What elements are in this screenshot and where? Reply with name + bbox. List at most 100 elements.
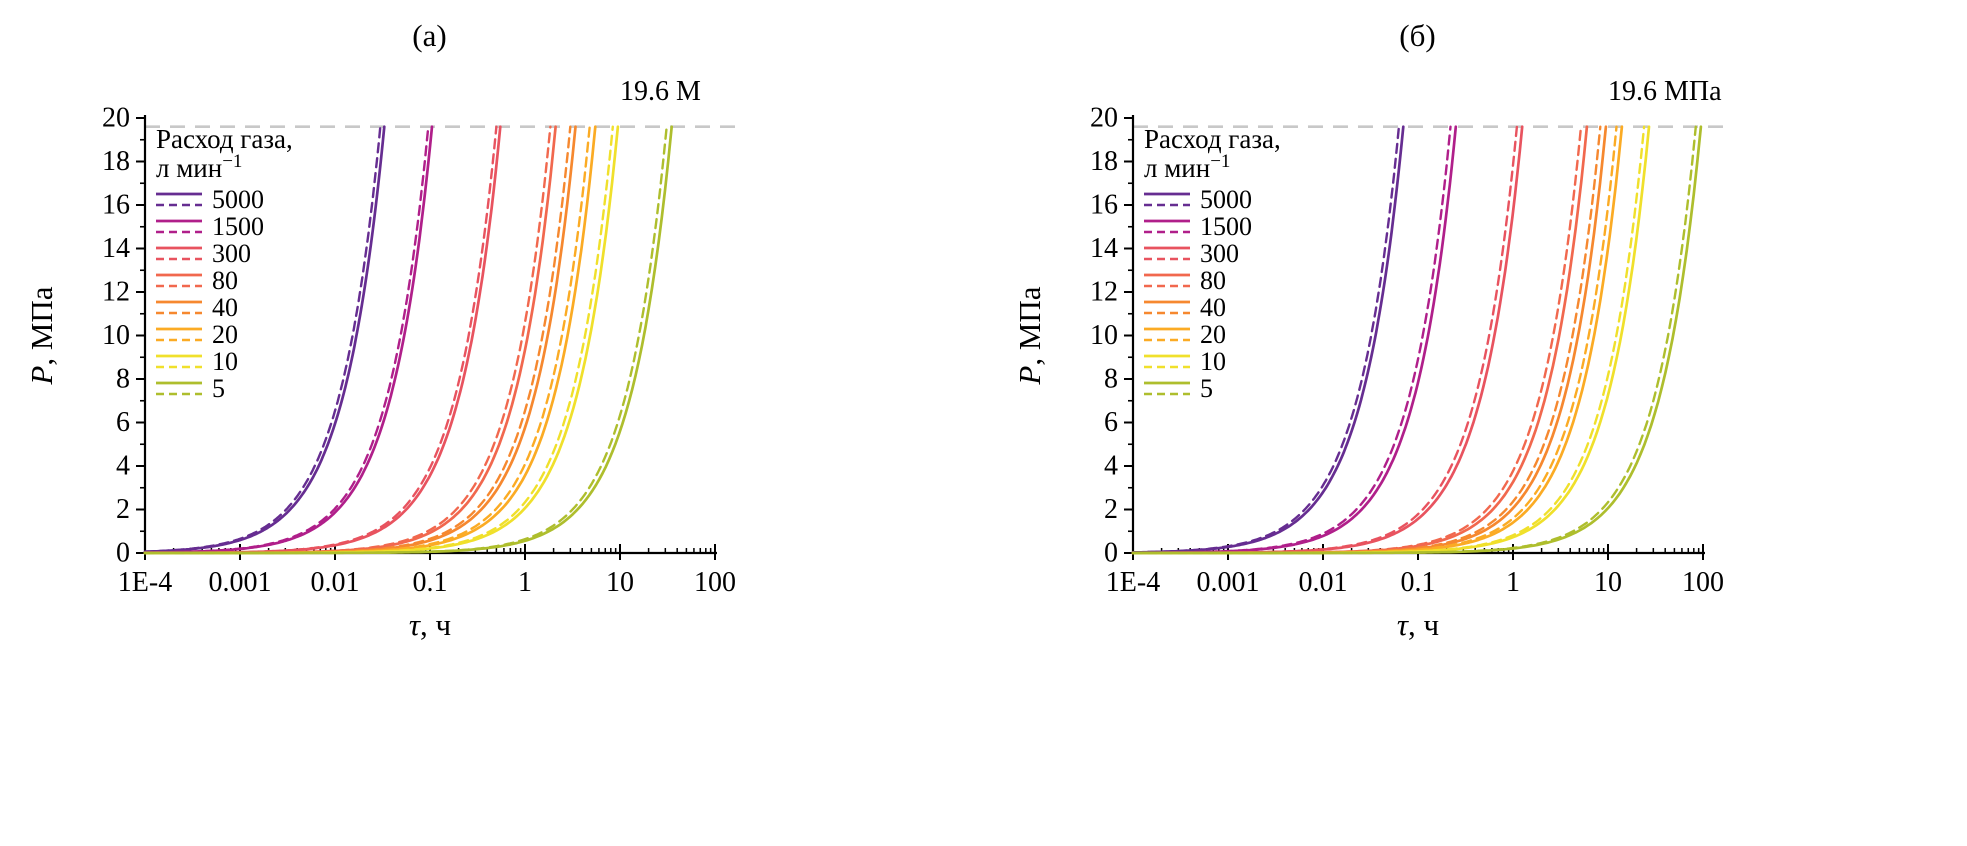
y-tick-label: 16 <box>102 190 130 221</box>
legend-entry-5000: 5000 <box>155 185 264 214</box>
panel-b-title: (б) <box>1399 18 1436 53</box>
legend-label: 5 <box>1200 374 1213 403</box>
legend-label: 10 <box>212 347 238 376</box>
legend-entry-10: 10 <box>1143 347 1226 376</box>
legend-label: 80 <box>1200 266 1226 295</box>
pressure-limit-line: 19.6 МПа <box>1132 76 1728 128</box>
legend-entry-80: 80 <box>155 266 238 295</box>
y-tick-label: 20 <box>1090 103 1118 134</box>
panel-a-plot: 19.6 М 0 2 4 6 8 10 12 14 16 18 20 1E-4 0.001 0.01 0.1 1… <box>24 76 740 642</box>
x-tick-label: 0.01 <box>310 567 359 598</box>
legend-title-line1: Расход газа, <box>1144 124 1281 154</box>
panel-a: (а) 19.6 М 0 2 4 6 8 10 12 14 16 18 20 1E-4 0.001 0.01… <box>10 6 970 656</box>
legend-title-line2: л мин−1 <box>1144 151 1230 183</box>
y-axis-title: P, МПа <box>24 286 59 385</box>
y-tick-label: 6 <box>116 407 130 438</box>
y-tick-label: 2 <box>116 494 130 525</box>
legend-entry-5: 5 <box>1143 374 1213 403</box>
y-tick-label: 10 <box>1090 320 1118 351</box>
legend-entry-5000: 5000 <box>1143 185 1252 214</box>
pressure-limit-label: 19.6 МПа <box>1608 76 1722 107</box>
y-tick-label: 12 <box>102 277 130 308</box>
legend-label: 5000 <box>212 185 264 214</box>
legend-title-line1: Расход газа, <box>156 124 293 154</box>
curve-1500-solid <box>1131 125 1457 555</box>
x-tick-label: 1E-4 <box>1105 567 1159 598</box>
x-tick-label: 1E-4 <box>117 567 171 598</box>
legend-entry-5: 5 <box>155 374 225 403</box>
x-tick-label: 0.001 <box>1196 567 1259 598</box>
y-tick-label: 4 <box>1104 451 1118 482</box>
y-tick-label: 0 <box>1104 538 1118 569</box>
legend-label: 10 <box>1200 347 1226 376</box>
x-axis-title: τ, ч <box>1396 607 1438 642</box>
y-tick-label: 18 <box>1090 146 1118 177</box>
curve-1500-dashed <box>1131 125 1452 554</box>
y-tick-label: 12 <box>1090 277 1118 308</box>
panel-b: (б) 19.6 МПа 0 2 4 6 8 10 12 14 16 18 20 1E-4 0.001 0.… <box>998 6 1958 656</box>
pressure-limit-line: 19.6 М <box>144 76 740 128</box>
y-tick-label: 16 <box>1090 190 1118 221</box>
panel-a-title: (а) <box>412 18 447 53</box>
x-tick-label: 0.001 <box>208 567 271 598</box>
legend-label: 20 <box>212 320 238 349</box>
legend-entry-40: 40 <box>155 293 238 322</box>
x-tick-label: 10 <box>606 567 634 598</box>
legend-label: 40 <box>212 293 238 322</box>
curve-5-solid <box>1131 125 1702 555</box>
y-tick-label: 14 <box>1090 233 1118 264</box>
y-tick-label: 10 <box>102 320 130 351</box>
curve-5-solid <box>143 125 673 555</box>
y-axis-title: P, МПа <box>1012 286 1047 385</box>
x-tick-label: 100 <box>1682 567 1724 598</box>
x-tick-label: 0.1 <box>1400 567 1435 598</box>
y-tick-label: 18 <box>102 146 130 177</box>
y-tick-label: 6 <box>1104 407 1118 438</box>
legend-title-line2: л мин−1 <box>156 151 242 183</box>
legend-label: 5000 <box>1200 185 1252 214</box>
legend-entry-10: 10 <box>155 347 238 376</box>
x-tick-label: 1 <box>518 567 532 598</box>
y-tick-label: 2 <box>1104 494 1118 525</box>
y-tick-label: 20 <box>102 103 130 134</box>
legend-entry-80: 80 <box>1143 266 1226 295</box>
y-tick-label: 14 <box>102 233 130 264</box>
legend-entry-40: 40 <box>1143 293 1226 322</box>
legend-entry-1500: 1500 <box>155 212 264 241</box>
legend-label: 1500 <box>212 212 264 241</box>
legend-label: 80 <box>212 266 238 295</box>
axes: 0 2 4 6 8 10 12 14 16 18 20 1E-4 0.001 0.01 0.1 1 10 100 <box>102 103 736 599</box>
legend-label: 40 <box>1200 293 1226 322</box>
y-tick-label: 0 <box>116 538 130 569</box>
curve-40-dashed <box>143 125 571 555</box>
pressure-limit-label: 19.6 М <box>620 76 701 107</box>
legend-label: 1500 <box>1200 212 1252 241</box>
y-tick-label: 8 <box>116 364 130 395</box>
curve-40-solid <box>143 125 577 555</box>
curves <box>143 125 673 555</box>
legend-entry-20: 20 <box>155 320 238 349</box>
x-tick-label: 0.1 <box>412 567 447 598</box>
curves <box>1131 125 1702 555</box>
curve-5000-solid <box>143 125 386 554</box>
y-tick-label: 4 <box>116 451 130 482</box>
x-tick-label: 0.01 <box>1298 567 1347 598</box>
curve-300-dashed <box>143 125 498 555</box>
legend-entry-1500: 1500 <box>1143 212 1252 241</box>
legend-label: 20 <box>1200 320 1226 349</box>
panel-b-plot: 19.6 МПа 0 2 4 6 8 10 12 14 16 18 20 1E-4 0.001 0.01 0.… <box>1012 76 1728 642</box>
legend-entry-20: 20 <box>1143 320 1226 349</box>
legend-entry-300: 300 <box>155 239 251 268</box>
x-tick-label: 1 <box>1506 567 1520 598</box>
x-tick-label: 100 <box>694 567 736 598</box>
x-tick-label: 10 <box>1594 567 1622 598</box>
curve-300-solid <box>1131 125 1524 555</box>
y-tick-label: 8 <box>1104 364 1118 395</box>
legend-entry-300: 300 <box>1143 239 1239 268</box>
x-axis-title: τ, ч <box>408 607 450 642</box>
legend-label: 300 <box>212 239 251 268</box>
axes: 0 2 4 6 8 10 12 14 16 18 20 1E-4 0.001 0.01 0.1 1 10 100 <box>1090 103 1724 599</box>
legend-label: 300 <box>1200 239 1239 268</box>
